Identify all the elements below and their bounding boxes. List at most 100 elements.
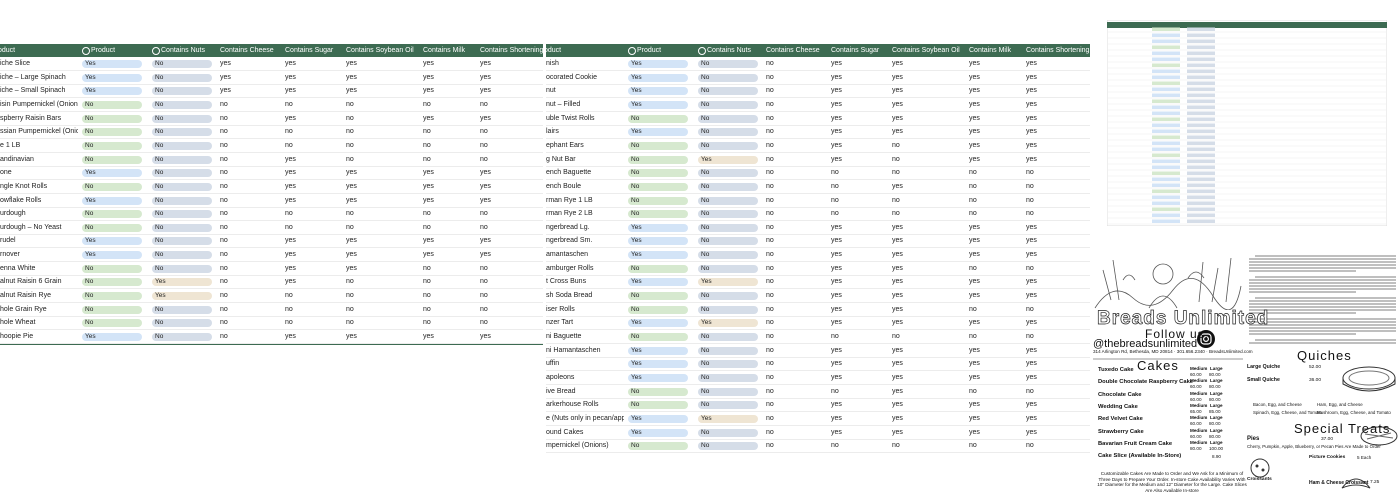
price: 5 Each [1357, 455, 1372, 460]
cookie-drawing [1250, 458, 1270, 478]
cell-value: yes [969, 60, 980, 67]
section-title: Quiches [1297, 348, 1352, 363]
chip: No [152, 87, 212, 96]
cell-value: no [766, 155, 774, 163]
cell-value: no [766, 100, 774, 108]
size-label: Medium [1190, 366, 1208, 371]
cell-value: yes [285, 114, 296, 122]
cell-value: yes [892, 401, 903, 409]
cell-value: no [831, 196, 839, 204]
cell-value: yes [892, 414, 903, 422]
column-icon [628, 47, 636, 55]
cell-value: no [969, 264, 977, 272]
cell-value: yes [423, 182, 434, 190]
table-row [546, 71, 1090, 85]
size-label: Large [1210, 439, 1223, 445]
croissant-drawing [1341, 478, 1371, 489]
chip: No [152, 60, 212, 68]
product-name: nzer Tart [546, 319, 574, 327]
cell-value: yes [480, 114, 491, 122]
cell-value: yes [831, 251, 842, 259]
cell-value: no [220, 141, 228, 149]
cell-value: no [423, 155, 431, 163]
chip: No [628, 264, 688, 273]
cell-value: no [423, 210, 431, 218]
product-name: iche Slice [0, 60, 30, 67]
table-row [546, 112, 1090, 126]
cell-value: yes [1026, 251, 1037, 259]
chip: No [698, 223, 758, 232]
cake-name: Bavarian Fruit Cream Cake [1098, 440, 1173, 447]
product-name: rudel [0, 237, 16, 245]
cell-value: no [220, 264, 228, 272]
chip: Yes [82, 87, 142, 96]
cell-value: no [766, 223, 774, 231]
cell-value: no [766, 114, 774, 122]
cell-value: no [1026, 305, 1034, 313]
product-name: isin Pumpernickel (Onions) [0, 100, 78, 108]
cake-name: Strawberry Cake [1098, 428, 1144, 435]
price: 80.00 [1209, 384, 1221, 390]
cell-value: yes [346, 333, 357, 340]
table-row [546, 207, 1090, 222]
cake-name: Chocolate Cake [1098, 391, 1142, 398]
cell-value: no [766, 360, 774, 368]
chip: No [698, 237, 758, 246]
product-name: lairs [546, 128, 559, 136]
size-label: Large [1210, 378, 1223, 384]
cell-value: no [346, 292, 354, 300]
table-row [546, 139, 1090, 153]
cell-value: no [220, 100, 228, 108]
price: 80.00 [1190, 445, 1202, 451]
price: 60.00 [1190, 396, 1202, 402]
cell-value: yes [346, 87, 357, 95]
chip: Yes [628, 73, 688, 82]
product-name: hole Grain Rye [0, 305, 47, 313]
cell-value: yes [969, 114, 980, 122]
chip: No [82, 155, 142, 164]
product-name: rman Rye 2 LB [546, 210, 593, 218]
cell-value: yes [480, 237, 491, 245]
chip: No [152, 196, 212, 205]
cell-value: no [766, 428, 774, 436]
table-row [0, 316, 543, 331]
quiche-option: Bacon, Egg, and Cheese [1253, 402, 1302, 407]
column-icon [152, 47, 160, 55]
cell-value: no [766, 292, 774, 300]
product-name: alnut Raisin 6 Grain [0, 278, 62, 286]
chip: No [698, 128, 758, 137]
product-name: arkerhouse Rolls [546, 401, 599, 409]
product-name: one [0, 169, 12, 177]
treat-name: Picture Cookies [1309, 455, 1346, 460]
chip: Yes [628, 100, 688, 109]
product-name: amburger Rolls [546, 264, 594, 272]
cell-value: yes [831, 155, 842, 163]
cell-value: yes [969, 414, 980, 422]
chip: No [152, 141, 212, 150]
cell-value: yes [346, 182, 357, 190]
product-name: ngle Knot Rolls [0, 182, 48, 190]
table-row [0, 330, 543, 344]
cell-value: yes [1026, 401, 1037, 409]
chip: No [628, 196, 688, 205]
cell-value: yes [892, 100, 903, 108]
product-name: hoopie Pie [0, 333, 34, 340]
column-header: Contains Cheese [766, 47, 820, 54]
cell-value: no [346, 128, 354, 136]
cell-value: yes [346, 169, 357, 177]
quiche-option: Mushroom, Egg, Cheese, and Tomato [1317, 410, 1391, 415]
cell-value: no [285, 292, 293, 300]
chip: No [152, 319, 212, 328]
cell-value: yes [892, 237, 903, 245]
product-name: uffin [546, 360, 560, 368]
chip: No [152, 251, 212, 260]
cake-note: Customizable Cakes Are Made to Order and… [1097, 471, 1247, 493]
table-row [546, 344, 1090, 358]
cell-value: yes [831, 278, 842, 286]
table-row [0, 139, 543, 153]
chip: Yes [628, 360, 688, 369]
chip: No [152, 264, 212, 273]
cell-value: yes [969, 373, 980, 381]
product-name: sh Soda Bread [546, 292, 593, 300]
product-name: ni Baguette [546, 333, 582, 340]
